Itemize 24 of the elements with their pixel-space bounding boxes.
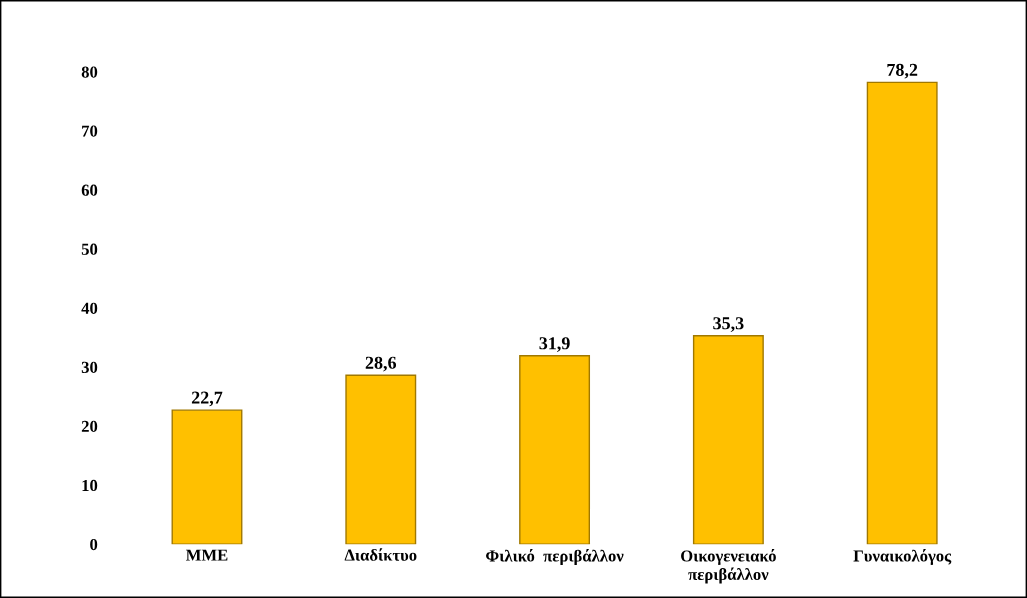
x-tick-label: Οικογενειακό περιβάλλον: [681, 549, 776, 584]
y-tick-label: 60: [81, 184, 98, 196]
x-tick-label: Γυναικολόγος: [853, 549, 952, 565]
bar: [866, 81, 938, 545]
y-tick-label: 40: [81, 302, 98, 314]
y-tick-label: 70: [82, 125, 98, 137]
data-label: 22,7: [191, 391, 223, 407]
data-label: 35,3: [713, 317, 744, 332]
data-label: 78,2: [887, 63, 918, 79]
y-tick-label: 10: [82, 479, 98, 492]
bar: [519, 355, 591, 545]
y-tick-label: 80: [81, 66, 98, 78]
y-tick-label: 50: [81, 243, 98, 255]
x-tick-label: Φιλικό περιβάλλον: [486, 549, 624, 565]
bar: [345, 374, 417, 545]
bar: [692, 335, 764, 545]
y-tick-label: 20: [81, 420, 98, 433]
x-tick-label: Διαδίκτυο: [344, 548, 417, 561]
data-label: 31,9: [539, 337, 570, 352]
y-tick-label: 0: [90, 538, 98, 551]
y-tick-label: 30: [81, 361, 98, 373]
data-label: 28,6: [365, 356, 397, 372]
bar: [171, 409, 243, 545]
x-tick-label: ΜΜΕ: [185, 549, 228, 561]
